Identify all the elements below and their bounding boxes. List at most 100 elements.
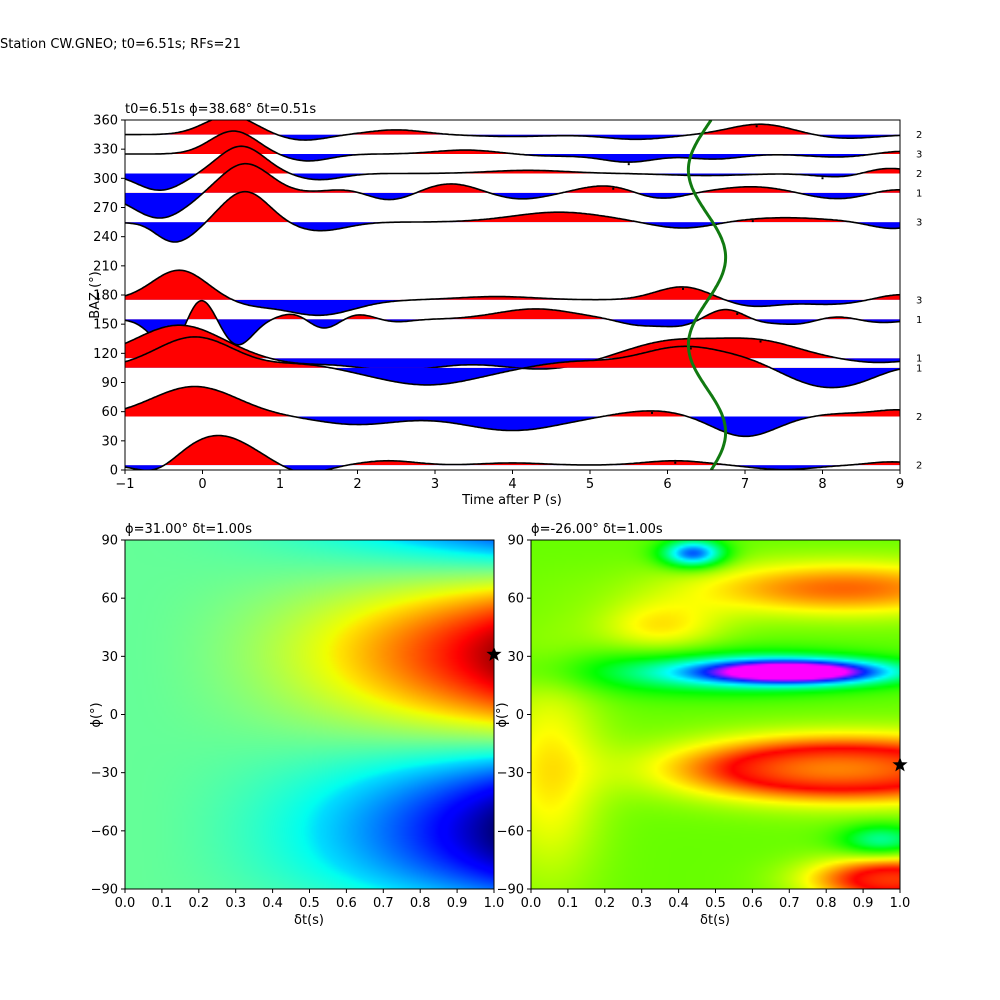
map-x-tick-label: 0.0 [115, 896, 136, 911]
rf-positive-fill [125, 131, 900, 155]
map-y-tick-label: 60 [507, 592, 524, 607]
rf-trace-count-label: 2 [916, 169, 922, 180]
rf-pick-marker [821, 177, 824, 180]
rf-x-tick-label: −1 [115, 477, 134, 492]
rf-y-tick-label: 330 [93, 143, 118, 158]
map-y-tick-label: −90 [91, 883, 118, 898]
rf-y-tick-label: 60 [101, 405, 118, 420]
rf-y-tick-label: 270 [93, 201, 118, 216]
rf-trace-line [125, 299, 900, 349]
map-x-tick-label: 0.3 [225, 896, 246, 911]
rf-y-tick-label: 240 [93, 230, 118, 245]
rf-trace-count-label: 3 [916, 218, 922, 229]
map-x-tick-label: 0.6 [742, 896, 763, 911]
rf-trace-line [125, 190, 900, 243]
rf-negative-fill [293, 416, 814, 437]
rf-positive-fill [205, 191, 852, 223]
rf-positive-fill [125, 300, 900, 320]
rf-y-tick-label: 120 [93, 347, 118, 362]
energy-map-right-x-label: δt(s) [700, 913, 730, 928]
rf-x-tick-label: 8 [818, 477, 826, 492]
rf-trace-count-label: 1 [916, 315, 922, 326]
rf-trace-count-label: 2 [916, 130, 922, 141]
map-x-tick-label: 0.3 [631, 896, 652, 911]
map-y-tick-label: 30 [101, 650, 118, 665]
rf-trace-line [125, 324, 900, 372]
best-fit-star-right-icon [892, 756, 908, 772]
rf-x-tick-label: 5 [586, 477, 594, 492]
rf-x-tick-label: 0 [198, 477, 206, 492]
rf-trace-line [125, 336, 900, 389]
rf-positive-fill [125, 270, 900, 300]
rf-trace-line [125, 130, 900, 164]
rf-positive-fill [197, 146, 900, 174]
rf-y-tick-label: 0 [110, 464, 118, 479]
energy-map-left-y-label: ϕ(°) [89, 702, 104, 727]
energy-map-right-image [531, 540, 900, 889]
energy-map-left: ϕ=31.00° δt=1.00s 0.0 0.1 0.2 0.3 0.4 0.5 0.6 0… [89, 522, 504, 928]
rf-pick-marker [689, 347, 692, 350]
map-x-tick-label: 0.5 [299, 896, 320, 911]
rf-panel: t0=6.51s ϕ=38.68° δt=0.51s −1 0 1 2 3 4 5 6 7 8 9 … [88, 102, 922, 508]
rf-y-tick-label: 150 [93, 318, 118, 333]
figure-suptitle: Station CW.GNEO; t0=6.51s; RFs=21 [0, 37, 241, 52]
rf-positive-fill [140, 120, 815, 135]
rf-positive-fill [125, 435, 900, 466]
map-y-tick-label: 0 [516, 708, 524, 723]
rf-negative-fill [125, 299, 900, 316]
rf-trace-count-label: 2 [916, 412, 922, 423]
rf-trace [125, 130, 900, 166]
rf-negative-fill [278, 154, 874, 163]
rf-trace [125, 269, 900, 317]
rf-x-label: Time after P (s) [461, 493, 562, 508]
rf-pick-marker [755, 125, 758, 128]
rf-y-tick-label: 180 [93, 289, 118, 304]
rf-trace-count-label: 3 [916, 150, 922, 161]
rf-negative-fill [331, 367, 900, 388]
rf-trace [125, 190, 900, 243]
rf-trace-line [125, 434, 900, 470]
rf-pick-marker [759, 340, 762, 343]
map-x-tick-label: 0.8 [816, 896, 837, 911]
rf-trace-line [125, 162, 900, 219]
rf-negative-fill [125, 358, 900, 371]
map-y-tick-label: 30 [507, 650, 524, 665]
rf-trace-line [125, 269, 900, 317]
rf-pick-marker [736, 312, 739, 315]
map-y-tick-label: 0 [110, 708, 118, 723]
rf-trace [125, 145, 900, 191]
map-x-tick-label: 1.0 [890, 896, 911, 911]
rf-pick-marker [674, 461, 677, 464]
map-x-tick-label: 0.1 [558, 896, 579, 911]
rf-x-ticks: −1 0 1 2 3 4 5 6 7 8 9 [115, 470, 904, 492]
rf-y-tick-label: 30 [101, 434, 118, 449]
rf-pick-marker [651, 411, 653, 414]
map-x-tick-label: 0.1 [152, 896, 173, 911]
energy-map-left-title: ϕ=31.00° δt=1.00s [125, 522, 252, 537]
rf-pick-marker [627, 163, 630, 166]
rf-x-tick-label: 1 [276, 477, 284, 492]
map-y-tick-label: 90 [507, 534, 524, 549]
rf-positive-fill [125, 386, 900, 417]
rf-x-tick-label: 6 [663, 477, 671, 492]
rf-trace-line [125, 120, 900, 141]
map-x-tick-label: 1.0 [484, 896, 505, 911]
map-x-tick-label: 0.6 [336, 896, 357, 911]
rf-trace [125, 162, 900, 219]
rf-y-ticks: 0 30 60 90 120 150 180 210 240 270 300 330 360 [93, 114, 125, 479]
energy-map-right: ϕ=-26.00° δt=1.00s 0.0 0.1 0.2 0.3 0.4 0.5 0.6… [495, 522, 910, 928]
map-x-tick-label: 0.5 [705, 896, 726, 911]
rf-trace-count-label: 2 [916, 461, 922, 472]
rf-trace-count-label: 1 [916, 188, 922, 199]
map-x-tick-label: 0.4 [262, 896, 283, 911]
rf-traces [125, 120, 900, 470]
rf-trace [125, 336, 900, 389]
rf-x-tick-label: 9 [896, 477, 904, 492]
energy-map-left-x-label: δt(s) [294, 913, 324, 928]
energy-map-left-ticks: 0.0 0.1 0.2 0.3 0.4 0.5 0.6 0.7 0.8 0.9 1.0 −90 −60 −… [91, 534, 505, 912]
energy-map-left-image [125, 540, 494, 889]
map-x-tick-label: 0.7 [779, 896, 800, 911]
map-y-tick-label: −60 [497, 824, 524, 839]
rf-positive-fill [125, 336, 900, 368]
